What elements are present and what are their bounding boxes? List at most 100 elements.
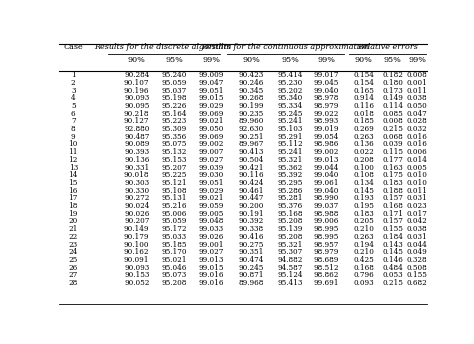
Text: 0.100: 0.100: [354, 163, 374, 172]
Text: 23: 23: [69, 240, 78, 249]
Text: 1: 1: [71, 71, 75, 79]
Text: 90.330: 90.330: [124, 187, 149, 195]
Text: 0.263: 0.263: [354, 233, 374, 241]
Text: 90.345: 90.345: [239, 87, 264, 95]
Text: 99.030: 99.030: [199, 171, 224, 179]
Text: 90.018: 90.018: [124, 171, 149, 179]
Text: 95.376: 95.376: [278, 202, 303, 210]
Text: 0.085: 0.085: [382, 110, 403, 118]
Text: 99.001: 99.001: [199, 240, 224, 249]
Text: 95.103: 95.103: [277, 125, 303, 133]
Text: 0.031: 0.031: [407, 233, 428, 241]
Text: 90.052: 90.052: [124, 279, 149, 287]
Text: 26: 26: [69, 264, 78, 272]
Text: 0.038: 0.038: [407, 225, 428, 233]
Text: 9: 9: [71, 133, 75, 141]
Text: 99.013: 99.013: [314, 156, 339, 164]
Text: 0.183: 0.183: [382, 179, 403, 187]
Text: 90.235: 90.235: [239, 110, 264, 118]
Text: 90.331: 90.331: [124, 163, 149, 172]
Text: 90.474: 90.474: [239, 256, 264, 264]
Text: 90.392: 90.392: [239, 217, 264, 225]
Text: 0.011: 0.011: [407, 187, 428, 195]
Text: 0.484: 0.484: [382, 264, 403, 272]
Text: 90.424: 90.424: [239, 179, 264, 187]
Text: 90.338: 90.338: [239, 225, 264, 233]
Text: 0.053: 0.053: [382, 271, 403, 279]
Text: 0.157: 0.157: [382, 194, 403, 202]
Text: 2: 2: [71, 79, 75, 87]
Text: 0.143: 0.143: [382, 240, 403, 249]
Text: 0.005: 0.005: [407, 163, 428, 172]
Text: 0.177: 0.177: [382, 156, 403, 164]
Text: 98.689: 98.689: [314, 256, 339, 264]
Text: 90.272: 90.272: [124, 194, 149, 202]
Text: 0.115: 0.115: [382, 148, 403, 156]
Text: 0.068: 0.068: [382, 133, 403, 141]
Text: 99.021: 99.021: [199, 117, 224, 125]
Text: 90.351: 90.351: [239, 248, 264, 256]
Text: Case: Case: [64, 43, 83, 52]
Text: 99.005: 99.005: [199, 210, 224, 218]
Text: 89.967: 89.967: [239, 140, 264, 149]
Text: 90.284: 90.284: [124, 71, 149, 79]
Text: 17: 17: [69, 194, 78, 202]
Text: 99.002: 99.002: [314, 148, 339, 156]
Text: 16: 16: [69, 187, 78, 195]
Text: 90.191: 90.191: [238, 210, 264, 218]
Text: 90%: 90%: [355, 56, 373, 64]
Text: 99.047: 99.047: [199, 79, 224, 87]
Text: 95.124: 95.124: [277, 271, 303, 279]
Text: 0.116: 0.116: [353, 102, 374, 110]
Text: 90.393: 90.393: [124, 148, 149, 156]
Text: 20: 20: [69, 217, 78, 225]
Text: 98.979: 98.979: [314, 248, 339, 256]
Text: 98.979: 98.979: [314, 102, 339, 110]
Text: 3: 3: [71, 87, 75, 95]
Text: 95.207: 95.207: [161, 163, 187, 172]
Text: 99.007: 99.007: [199, 148, 224, 156]
Text: 90.423: 90.423: [239, 71, 264, 79]
Text: 0.157: 0.157: [382, 217, 403, 225]
Text: 90.024: 90.024: [124, 202, 149, 210]
Text: 0.149: 0.149: [382, 94, 403, 102]
Text: 90.026: 90.026: [124, 210, 149, 218]
Text: 90.100: 90.100: [124, 240, 149, 249]
Text: 25: 25: [69, 256, 78, 264]
Text: 99.021: 99.021: [199, 194, 224, 202]
Text: 99.022: 99.022: [314, 110, 339, 118]
Text: 0.168: 0.168: [354, 264, 374, 272]
Text: 99.006: 99.006: [314, 217, 339, 225]
Text: 90.218: 90.218: [124, 110, 149, 118]
Text: 99.039: 99.039: [199, 163, 224, 172]
Text: 99.015: 99.015: [199, 264, 224, 272]
Text: 95.108: 95.108: [161, 187, 187, 195]
Text: 0.145: 0.145: [354, 187, 374, 195]
Text: 95.059: 95.059: [161, 79, 187, 87]
Text: 90.091: 90.091: [124, 256, 149, 264]
Text: 95.413: 95.413: [277, 279, 303, 287]
Text: 14: 14: [69, 171, 78, 179]
Text: 0.175: 0.175: [382, 171, 403, 179]
Text: 0.210: 0.210: [354, 225, 374, 233]
Text: 95.286: 95.286: [277, 187, 303, 195]
Text: 95.059: 95.059: [161, 217, 187, 225]
Text: 99.050: 99.050: [199, 125, 224, 133]
Text: 98.862: 98.862: [314, 271, 339, 279]
Text: 0.328: 0.328: [407, 256, 428, 264]
Text: 90.089: 90.089: [124, 140, 149, 149]
Text: 90.461: 90.461: [239, 187, 264, 195]
Text: 4: 4: [71, 94, 75, 102]
Text: 0.008: 0.008: [382, 117, 403, 125]
Text: 98.993: 98.993: [314, 117, 339, 125]
Text: 0.154: 0.154: [354, 79, 374, 87]
Text: 99.027: 99.027: [199, 156, 224, 164]
Text: 95.073: 95.073: [161, 271, 187, 279]
Text: 95.321: 95.321: [277, 240, 303, 249]
Text: 0.184: 0.184: [382, 233, 403, 241]
Text: 21: 21: [69, 225, 78, 233]
Text: 90.268: 90.268: [239, 94, 264, 102]
Text: 99.026: 99.026: [199, 233, 224, 241]
Text: 0.114: 0.114: [382, 102, 403, 110]
Text: 95.245: 95.245: [277, 110, 303, 118]
